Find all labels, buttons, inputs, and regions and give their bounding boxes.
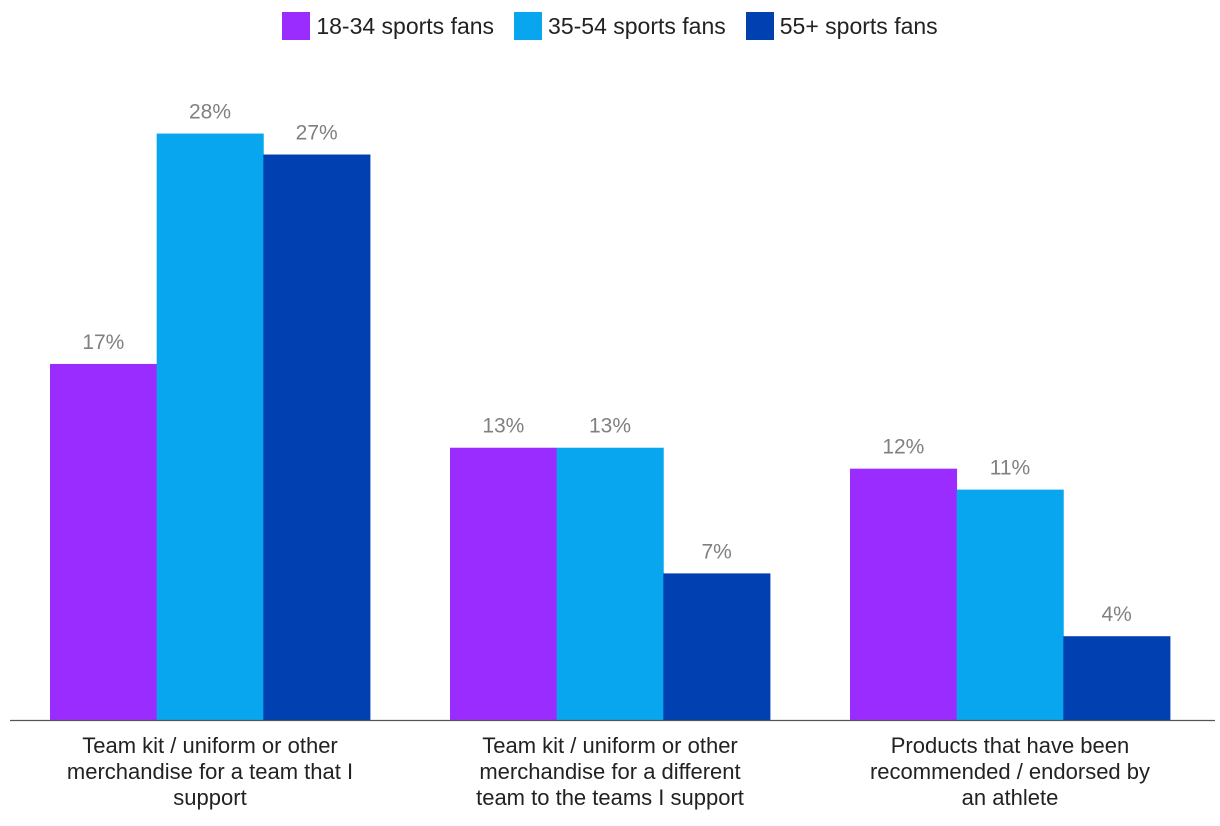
bar: [263, 154, 371, 720]
bar: [956, 489, 1064, 720]
category-label-line: merchandise for a different: [479, 759, 740, 784]
category-label-line: Products that have been: [891, 733, 1130, 758]
legend-swatch-55-plus: [745, 12, 774, 40]
data-label: 12%: [882, 436, 924, 459]
bar: [663, 573, 771, 720]
category-label-line: Team kit / uniform or other: [82, 733, 338, 758]
data-label: 7%: [702, 540, 732, 563]
legend-item-35-54: 35-54 sports fans: [514, 12, 726, 40]
legend-swatch-35-54: [514, 12, 543, 40]
category-label-line: team to the teams I support: [476, 785, 744, 810]
legend-swatch-18-34: [282, 12, 311, 40]
data-label: 13%: [589, 415, 631, 438]
category-label-line: merchandise for a team that I: [67, 759, 353, 784]
legend: 18-34 sports fans 35-54 sports fans 55+ …: [0, 12, 1220, 40]
category-label-line: recommended / endorsed by: [870, 759, 1150, 784]
bar-group: 12% 11% 4%: [850, 436, 1171, 720]
bar: [1063, 636, 1171, 720]
bar: [156, 133, 264, 720]
bar-group: 17% 28% 27%: [50, 101, 371, 720]
bar-group: 13% 13% 7%: [450, 415, 771, 720]
category-label-line: an athlete: [962, 785, 1059, 810]
category-label: Team kit / uniform or other merchandise f…: [67, 733, 353, 810]
data-label: 11%: [990, 457, 1030, 480]
bar: [50, 363, 158, 720]
bar: [556, 447, 664, 720]
legend-label-35-54: 35-54 sports fans: [548, 12, 726, 39]
data-label: 27%: [296, 122, 338, 145]
data-label: 13%: [482, 415, 524, 438]
category-label: Products that have been recommended / end…: [870, 733, 1150, 810]
legend-item-55-plus: 55+ sports fans: [745, 12, 938, 40]
category-label: Team kit / uniform or other merchandise f…: [476, 733, 744, 810]
bar: [450, 447, 558, 720]
legend-item-18-34: 18-34 sports fans: [282, 12, 494, 40]
data-label: 17%: [82, 331, 124, 354]
legend-label-55-plus: 55+ sports fans: [779, 12, 938, 39]
category-label-line: support: [173, 785, 246, 810]
bar: [850, 468, 958, 720]
legend-label-18-34: 18-34 sports fans: [316, 12, 495, 39]
data-label: 4%: [1101, 603, 1131, 626]
data-label: 28%: [189, 101, 231, 124]
category-label-line: Team kit / uniform or other: [482, 733, 738, 758]
